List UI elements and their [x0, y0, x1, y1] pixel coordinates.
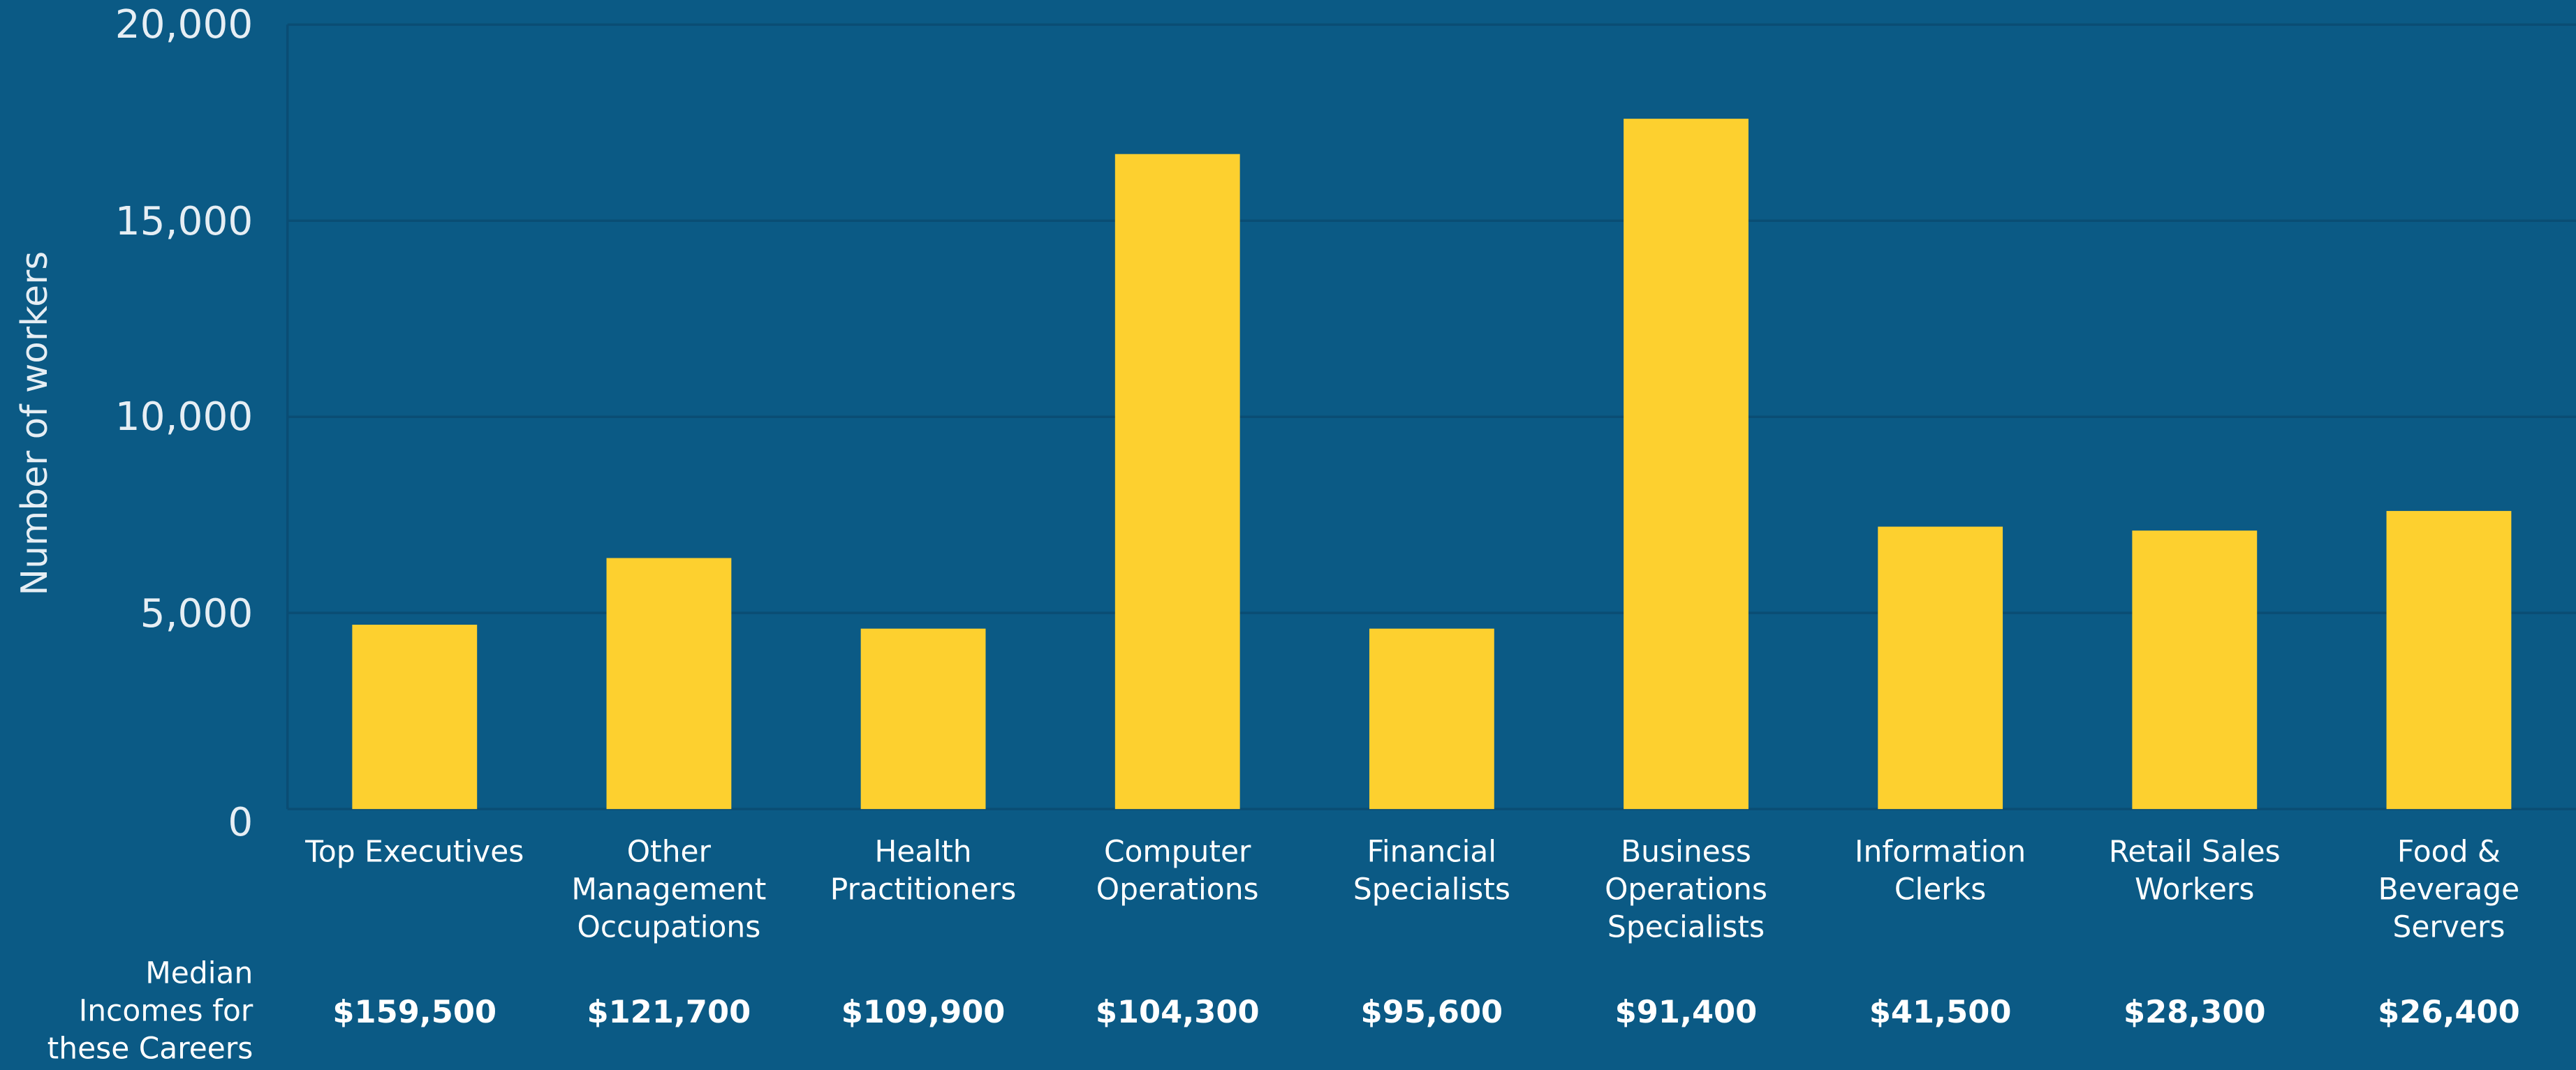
bar: [352, 625, 478, 810]
x-tick-label: Food & Beverage Servers: [2378, 835, 2520, 946]
income-value: $41,500: [1869, 994, 2012, 1031]
x-tick-label: Retail Sales Workers: [2108, 835, 2281, 908]
x-tick-label: Top Executives: [305, 835, 524, 870]
y-tick-label: 5,000: [140, 590, 253, 637]
y-tick-label: 15,000: [115, 198, 253, 244]
income-value: $121,700: [587, 994, 751, 1031]
y-tick-label: 0: [228, 799, 253, 845]
x-tick-label: Health Practitioners: [830, 835, 1017, 908]
x-tick-label: Financial Specialists: [1353, 835, 1510, 908]
y-tick-label: 20,000: [115, 1, 253, 48]
bar: [1114, 154, 1240, 810]
bar: [1878, 526, 2003, 810]
bar: [860, 628, 986, 810]
income-label: Median Incomes for these Careers: [47, 956, 253, 1067]
bar: [2132, 530, 2258, 810]
x-tick-label: Business Operations Specialists: [1605, 835, 1767, 946]
income-value: $95,600: [1360, 994, 1503, 1031]
income-value: $159,500: [332, 994, 497, 1031]
y-axis-label: Number of workers: [15, 251, 57, 596]
income-value: $26,400: [2378, 994, 2520, 1031]
income-value: $28,300: [2123, 994, 2266, 1031]
income-value: $91,400: [1614, 994, 1758, 1031]
x-tick-label: Information Clerks: [1855, 835, 2026, 908]
bar: [606, 558, 732, 810]
x-tick-label: Other Management Occupations: [571, 835, 767, 946]
x-tick-label: Computer Operations: [1096, 835, 1259, 908]
bar: [1369, 628, 1494, 810]
income-value: $104,300: [1095, 994, 1260, 1031]
bar: [1624, 119, 1749, 810]
y-tick-label: 10,000: [115, 394, 253, 440]
bar: [2386, 511, 2512, 810]
income-value: $109,900: [841, 994, 1006, 1031]
